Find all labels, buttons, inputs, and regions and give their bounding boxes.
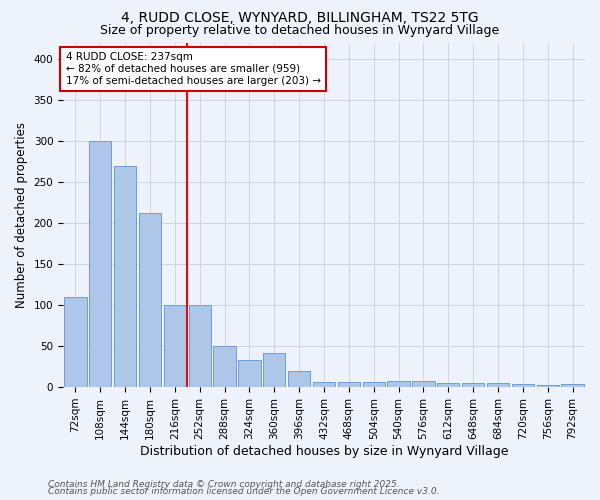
Bar	[139, 213, 161, 387]
Bar	[214, 346, 236, 387]
Bar	[164, 305, 186, 387]
Bar	[64, 297, 86, 387]
Bar	[437, 383, 460, 387]
Bar	[288, 370, 310, 387]
Text: 4 RUDD CLOSE: 237sqm
← 82% of detached houses are smaller (959)
17% of semi-deta: 4 RUDD CLOSE: 237sqm ← 82% of detached h…	[65, 52, 320, 86]
Bar	[89, 141, 112, 387]
Text: Contains public sector information licensed under the Open Government Licence v3: Contains public sector information licen…	[48, 488, 439, 496]
Bar	[412, 380, 434, 387]
Bar	[188, 305, 211, 387]
Text: 4, RUDD CLOSE, WYNYARD, BILLINGHAM, TS22 5TG: 4, RUDD CLOSE, WYNYARD, BILLINGHAM, TS22…	[121, 11, 479, 25]
Y-axis label: Number of detached properties: Number of detached properties	[15, 122, 28, 308]
Bar	[114, 166, 136, 387]
Bar	[562, 384, 584, 387]
Bar	[487, 383, 509, 387]
Bar	[338, 382, 360, 387]
Text: Contains HM Land Registry data © Crown copyright and database right 2025.: Contains HM Land Registry data © Crown c…	[48, 480, 400, 489]
Bar	[362, 382, 385, 387]
Bar	[388, 380, 410, 387]
Bar	[512, 384, 534, 387]
Bar	[238, 360, 260, 387]
X-axis label: Distribution of detached houses by size in Wynyard Village: Distribution of detached houses by size …	[140, 444, 508, 458]
Bar	[263, 352, 286, 387]
Bar	[462, 383, 484, 387]
Text: Size of property relative to detached houses in Wynyard Village: Size of property relative to detached ho…	[100, 24, 500, 37]
Bar	[536, 384, 559, 387]
Bar	[313, 382, 335, 387]
